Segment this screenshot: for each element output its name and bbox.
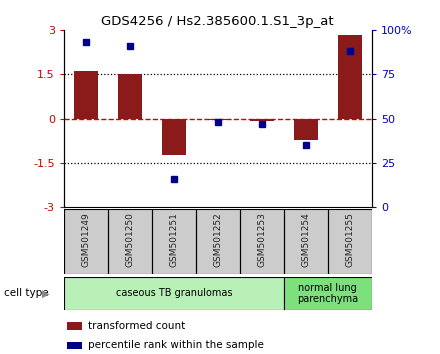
Bar [67,342,82,349]
Bar [294,119,318,140]
Bar [162,119,186,155]
Text: GSM501250: GSM501250 [125,212,134,267]
Text: GSM501251: GSM501251 [169,212,178,267]
Text: GSM501255: GSM501255 [345,212,354,267]
Bar [118,74,142,119]
Bar [284,277,372,310]
Bar [67,322,82,330]
Text: caseous TB granulomas: caseous TB granulomas [116,289,232,298]
Bar [64,277,284,310]
Bar [250,119,274,121]
Text: GSM501253: GSM501253 [257,212,266,267]
Text: GSM501249: GSM501249 [81,212,90,267]
Text: normal lung
parenchyma: normal lung parenchyma [297,282,358,304]
Bar [338,35,362,119]
Text: transformed count: transformed count [88,321,186,331]
Title: GDS4256 / Hs2.385600.1.S1_3p_at: GDS4256 / Hs2.385600.1.S1_3p_at [102,15,334,28]
Text: cell type: cell type [4,289,49,298]
Bar [206,119,230,120]
Text: GSM501252: GSM501252 [213,212,222,267]
Text: GSM501254: GSM501254 [301,212,310,267]
Text: ▶: ▶ [42,289,50,298]
Bar [74,71,98,119]
Text: percentile rank within the sample: percentile rank within the sample [88,341,264,350]
